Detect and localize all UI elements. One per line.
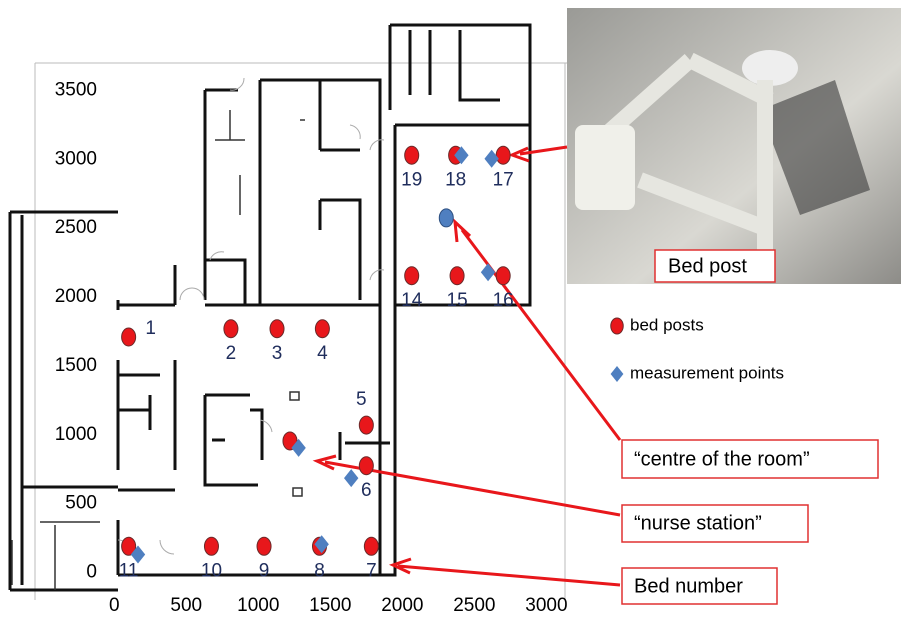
bed-number: 5 bbox=[356, 389, 367, 410]
bed-post bbox=[121, 536, 137, 556]
bed-number: 2 bbox=[226, 343, 237, 364]
bed-post bbox=[449, 266, 465, 286]
measurement-point bbox=[484, 149, 499, 168]
bed-post-arm bbox=[594, 52, 774, 260]
annotation-text: “nurse station” bbox=[634, 512, 762, 534]
bed-number: 16 bbox=[493, 290, 514, 311]
x-tick-label: 1000 bbox=[237, 595, 279, 616]
bed-post bbox=[223, 319, 239, 339]
wall bbox=[388, 23, 532, 307]
annotation-text: “centre of the room” bbox=[634, 448, 810, 470]
legend-marker bbox=[610, 317, 624, 335]
measurement-point bbox=[343, 469, 359, 488]
y-tick-label: 2500 bbox=[55, 217, 97, 238]
annotation-text: Bed post bbox=[668, 255, 747, 277]
bed-post bbox=[363, 536, 379, 556]
arrow bbox=[312, 454, 621, 517]
x-tick-label: 1500 bbox=[309, 595, 351, 616]
measurement-point bbox=[480, 263, 496, 282]
annotation-box bbox=[621, 439, 879, 479]
bed-number: 17 bbox=[493, 169, 514, 190]
bed-number: 14 bbox=[401, 290, 423, 311]
bed-post bbox=[314, 319, 330, 339]
annotation-text: Bed number bbox=[634, 575, 743, 597]
wall bbox=[116, 78, 397, 577]
annotation-box bbox=[654, 249, 776, 283]
measurement-point bbox=[314, 535, 329, 554]
bed-post bbox=[495, 145, 511, 165]
vent bbox=[760, 80, 870, 215]
bed-number: 8 bbox=[314, 560, 325, 581]
photo bbox=[567, 8, 901, 284]
bed-post bbox=[358, 456, 374, 476]
legend-marker bbox=[610, 366, 624, 382]
y-tick-label: 0 bbox=[86, 561, 97, 582]
bed-number: 9 bbox=[259, 560, 270, 581]
measurement-point bbox=[454, 146, 469, 165]
bed-post bbox=[404, 145, 420, 165]
x-tick-label: 0 bbox=[109, 595, 120, 616]
wall bbox=[203, 300, 390, 575]
y-tick-label: 1500 bbox=[55, 355, 97, 376]
x-tick-label: 500 bbox=[170, 595, 202, 616]
bed-post bbox=[269, 319, 285, 339]
bed-post bbox=[404, 266, 420, 286]
arrow bbox=[388, 557, 621, 587]
floor-plan bbox=[8, 23, 567, 600]
y-tick-label: 3000 bbox=[55, 148, 97, 169]
bed-number: 7 bbox=[366, 560, 377, 581]
bed-number: 1 bbox=[145, 318, 156, 339]
bed-number: 10 bbox=[201, 560, 222, 581]
bed-number: 11 bbox=[119, 560, 139, 581]
bed-number: 3 bbox=[272, 343, 283, 364]
bed-post bbox=[495, 266, 511, 286]
legend-label: bed posts bbox=[630, 315, 704, 334]
bed-post bbox=[203, 536, 219, 556]
wall bbox=[11, 110, 305, 590]
y-tick-label: 1000 bbox=[55, 424, 97, 445]
arrow bbox=[507, 145, 568, 163]
annotation-box bbox=[621, 504, 809, 543]
y-tick-label: 3500 bbox=[55, 80, 97, 101]
wall bbox=[8, 210, 118, 592]
y-tick-label: 2000 bbox=[55, 286, 97, 307]
bed-number: 15 bbox=[447, 290, 468, 311]
measurement-point bbox=[130, 545, 146, 564]
bed-number: 18 bbox=[445, 169, 466, 190]
plot-frame bbox=[34, 62, 567, 600]
bed-post bbox=[256, 536, 272, 556]
ceiling-mount bbox=[742, 50, 798, 86]
measurement-point bbox=[291, 438, 306, 457]
bed-post bbox=[358, 415, 374, 435]
bed-post bbox=[121, 327, 137, 347]
bed-number: 6 bbox=[361, 480, 372, 501]
x-tick-label: 2000 bbox=[381, 595, 423, 616]
annotation-point bbox=[438, 208, 454, 228]
x-tick-label: 2500 bbox=[453, 595, 495, 616]
x-tick-label: 3000 bbox=[525, 595, 567, 616]
bed-post-head bbox=[575, 125, 635, 210]
legend-label: measurement points bbox=[630, 363, 784, 382]
bed-number: 19 bbox=[401, 169, 422, 190]
annotation-box bbox=[621, 567, 778, 605]
bed-number: 4 bbox=[317, 343, 328, 364]
y-tick-label: 500 bbox=[65, 493, 97, 514]
